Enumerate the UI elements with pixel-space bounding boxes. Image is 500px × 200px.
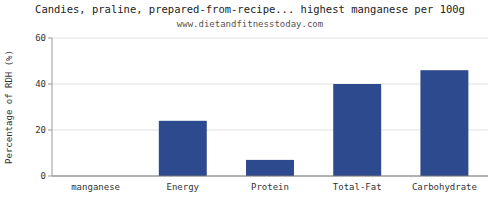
y-axis-line [52, 38, 53, 176]
subtitle: www.dietandfitnesstoday.com [177, 19, 323, 29]
x-axis: manganese Energy Protein Total-Fat Carbohydr… [71, 182, 477, 192]
grid-line [52, 176, 488, 177]
grid-line [52, 38, 488, 39]
x-tick-label: Carbohydrate [412, 182, 477, 192]
y-tick-label: 0 [41, 171, 46, 181]
y-tick-label: 40 [35, 79, 46, 89]
bar [420, 70, 468, 176]
x-tick-label: Energy [167, 182, 200, 192]
y-tick [48, 38, 52, 39]
y-tick-label: 20 [35, 125, 46, 135]
bar [159, 121, 207, 176]
x-tick-label: Protein [251, 182, 289, 192]
y-tick-label: 60 [35, 33, 46, 43]
y-tick [48, 84, 52, 85]
bars [159, 70, 469, 176]
y-tick [48, 176, 52, 177]
y-axis-label: Percentage of RDH (%) [4, 50, 14, 164]
x-tick-label: Total-Fat [333, 182, 382, 192]
x-axis-line [52, 176, 488, 177]
x-tick-label: manganese [71, 182, 120, 192]
chart: Candies, praline, prepared-from-recipe..… [0, 0, 500, 200]
y-tick [48, 130, 52, 131]
chart-container: Candies, praline, prepared-from-recipe..… [0, 0, 500, 200]
y-axis: 0 20 40 60 [35, 33, 488, 181]
title: Candies, praline, prepared-from-recipe..… [35, 3, 465, 15]
bar [246, 160, 294, 176]
bar [333, 84, 381, 176]
